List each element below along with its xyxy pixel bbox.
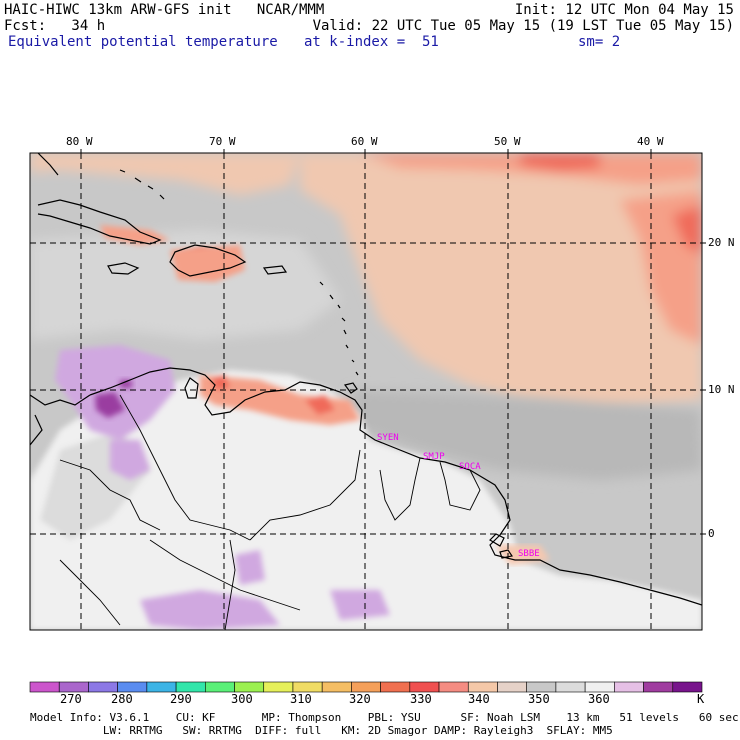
colorbar-label: 300 <box>231 692 253 706</box>
colorbar-swatch <box>117 681 148 693</box>
colorbar-swatch <box>438 681 469 693</box>
colorbar-unit: K <box>697 692 705 706</box>
coastal-warm <box>100 225 360 425</box>
colorbar-swatch <box>497 681 527 693</box>
station-syen: SYEN <box>377 433 399 443</box>
colorbar-swatch <box>555 681 586 693</box>
station-sbbe: SBBE <box>518 549 540 559</box>
field-name: Equivalent potential temperature <box>8 34 278 50</box>
lon-label-50w: 50 W <box>494 135 521 148</box>
colorbar-swatch <box>614 681 644 693</box>
valid-time: Valid: 22 UTC Tue 05 May 15 (19 LST Tue … <box>312 18 734 34</box>
colorbar-label: 320 <box>349 692 371 706</box>
colorbar-swatch <box>29 681 60 693</box>
colorbar-label: 350 <box>528 692 550 706</box>
lon-label-60w: 60 W <box>351 135 378 148</box>
colorbar-label: 360 <box>588 692 610 706</box>
level-index: at k-index = 51 <box>304 34 439 50</box>
lat-label-20n: 20 N <box>708 236 735 249</box>
title-model: HAIC-HIWC 13km ARW-GFS init NCAR/MMM <box>4 2 325 18</box>
colorbar-swatch <box>88 681 118 693</box>
purple-patches <box>95 380 132 418</box>
smoothing: sm= 2 <box>578 34 621 50</box>
gray-belt <box>30 230 702 480</box>
colorbar-label: 280 <box>111 692 133 706</box>
colorbar-swatch <box>146 681 177 693</box>
colorbar <box>29 681 703 693</box>
colorbar-label: 290 <box>170 692 192 706</box>
lon-label-70w: 70 W <box>209 135 236 148</box>
graticule <box>30 153 702 630</box>
colorbar-swatch <box>234 681 265 693</box>
colorbar-swatch <box>263 681 294 693</box>
coastlines <box>30 153 702 630</box>
colorbar-swatch <box>175 681 206 693</box>
colorbar-label: 310 <box>290 692 312 706</box>
colorbar-swatch <box>292 681 323 693</box>
colorbar-label: 330 <box>410 692 432 706</box>
forecast-hour: Fcst: 34 h <box>4 18 106 34</box>
init-time: Init: 12 UTC Mon 04 May 15 <box>514 2 734 18</box>
lon-label-40w: 40 W <box>637 135 664 148</box>
colorbar-swatch <box>409 681 440 693</box>
warm-region <box>30 153 702 410</box>
colorbar-swatch <box>351 681 381 693</box>
lon-label-80w: 80 W <box>66 135 93 148</box>
colorbar-swatch <box>584 681 615 693</box>
colorbar-swatch <box>467 681 498 693</box>
colorbar-swatch <box>380 681 411 693</box>
colorbar-swatch <box>526 681 557 693</box>
colorbar-swatch <box>672 681 703 693</box>
station-soca: SOCA <box>459 462 481 472</box>
model-info-line2: LW: RRTMG SW: RRTMG DIFF: full KM: 2D Sm… <box>30 724 613 737</box>
colorbar-label: 270 <box>60 692 82 706</box>
colorbar-swatch <box>321 681 352 693</box>
lat-label-0: 0 <box>708 527 715 540</box>
station-smjp: SMJP <box>423 452 445 462</box>
colorbar-swatch <box>205 681 235 693</box>
model-info-line1: Model Info: V3.6.1 CU: KF MP: Thompson P… <box>30 711 739 724</box>
lat-label-10n: 10 N <box>708 383 735 396</box>
colorbar-swatch <box>643 681 674 693</box>
colorbar-swatch <box>58 681 89 693</box>
colorbar-label: 340 <box>468 692 490 706</box>
